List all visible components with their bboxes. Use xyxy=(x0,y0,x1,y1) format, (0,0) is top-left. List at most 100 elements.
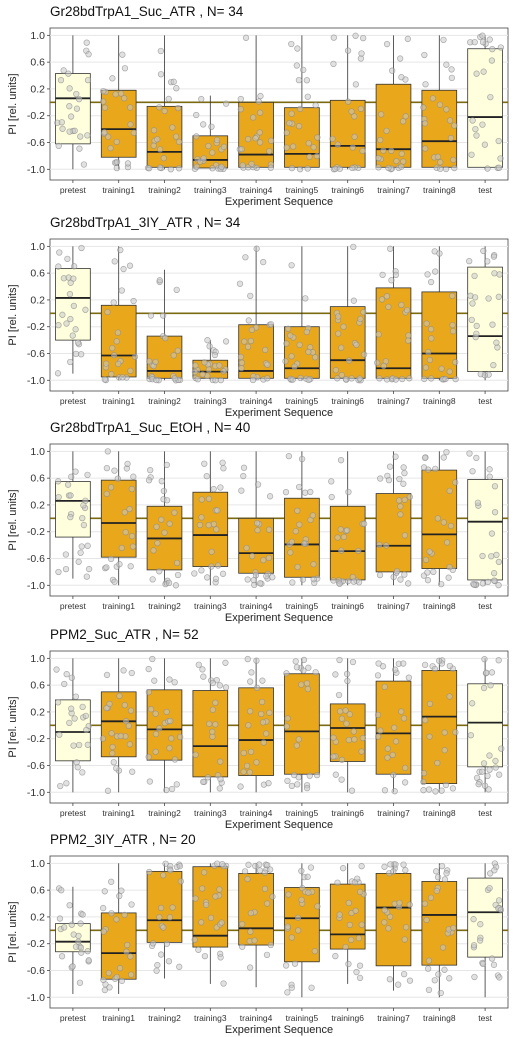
data-point xyxy=(442,781,450,789)
data-point xyxy=(448,66,455,73)
data-point xyxy=(485,786,492,793)
chart-title: Gr28bdTrpA1_Suc_ATR , N= 34 xyxy=(50,4,244,19)
data-point xyxy=(492,757,499,765)
data-point xyxy=(400,715,408,722)
data-point xyxy=(171,756,179,763)
data-point xyxy=(171,679,178,686)
data-point xyxy=(472,125,479,133)
data-point xyxy=(288,110,295,117)
data-point xyxy=(198,95,205,103)
data-point xyxy=(104,133,112,140)
data-point xyxy=(154,540,161,547)
data-point xyxy=(329,135,336,143)
data-point xyxy=(441,966,448,973)
data-point xyxy=(205,366,213,373)
data-point xyxy=(239,920,246,928)
data-point xyxy=(488,955,496,962)
data-point xyxy=(107,144,114,152)
data-point xyxy=(288,782,296,790)
data-point xyxy=(111,467,118,474)
data-point xyxy=(149,940,157,947)
data-point xyxy=(177,733,184,741)
data-point xyxy=(355,579,363,586)
data-point xyxy=(443,870,450,877)
data-point xyxy=(288,40,295,48)
data-point xyxy=(269,574,276,581)
data-point xyxy=(117,90,125,97)
data-point xyxy=(175,138,183,146)
data-point xyxy=(351,133,358,140)
data-point xyxy=(253,519,261,527)
data-point xyxy=(192,895,199,902)
data-point xyxy=(149,576,156,583)
x-tick-label: training3 xyxy=(194,601,227,611)
x-tick-label: training1 xyxy=(102,185,135,195)
data-point xyxy=(175,165,183,172)
y-tick-label: -0.2 xyxy=(27,110,45,122)
chart-panel: Gr28bdTrpA1_Suc_ATR , N= 34 1.0 0.6 0.2 -0.2… xyxy=(0,4,513,209)
data-point xyxy=(375,154,382,162)
data-point xyxy=(100,928,107,935)
data-point xyxy=(127,121,134,128)
x-tick-label: training6 xyxy=(331,396,364,406)
data-point xyxy=(191,368,199,376)
y-tick-label: 1.0 xyxy=(30,241,45,253)
data-point xyxy=(68,705,75,712)
data-point xyxy=(305,664,312,671)
data-point xyxy=(383,376,391,383)
data-point xyxy=(157,951,165,958)
data-point xyxy=(337,526,344,533)
data-point xyxy=(397,503,404,510)
data-point xyxy=(479,121,486,128)
data-point xyxy=(392,271,400,278)
data-point xyxy=(54,370,62,377)
data-point xyxy=(422,717,429,724)
chart-panel: PPM2_3IY_ATR , N= 20 1.0 0.6 0.2 -0.2 -0.6 -1.… xyxy=(0,832,513,1037)
data-point xyxy=(113,973,120,981)
y-tick-label: -0.6 xyxy=(27,965,45,977)
data-point xyxy=(129,543,137,550)
x-tick-label: training2 xyxy=(148,185,181,195)
data-point xyxy=(163,461,171,469)
data-point xyxy=(306,772,313,779)
data-point xyxy=(384,745,391,752)
data-point xyxy=(65,70,72,77)
data-point xyxy=(75,558,82,565)
data-point xyxy=(491,483,499,490)
data-point xyxy=(350,578,357,585)
data-point xyxy=(118,977,126,984)
data-point xyxy=(332,771,339,778)
data-point xyxy=(298,867,305,875)
data-point xyxy=(267,164,274,171)
y-tick-label: 0.2 xyxy=(30,911,45,923)
data-point xyxy=(397,576,404,583)
data-point xyxy=(351,736,358,743)
data-point xyxy=(79,703,86,711)
data-point xyxy=(170,352,177,359)
data-point xyxy=(128,901,135,908)
data-point xyxy=(212,575,220,582)
data-point xyxy=(400,480,407,487)
data-point xyxy=(150,547,157,554)
data-point xyxy=(76,979,84,986)
data-point xyxy=(254,481,262,488)
box-training7 xyxy=(375,872,412,967)
data-point xyxy=(438,365,445,372)
data-point xyxy=(73,90,80,98)
data-point xyxy=(125,722,132,730)
data-point xyxy=(59,311,66,318)
data-point xyxy=(194,376,201,383)
data-point xyxy=(446,693,453,700)
data-point xyxy=(258,710,265,718)
data-point xyxy=(113,158,121,166)
data-point xyxy=(156,725,163,732)
data-point xyxy=(209,679,217,687)
data-point xyxy=(261,885,269,893)
box-training7 xyxy=(375,83,412,168)
data-point xyxy=(101,129,108,136)
data-point xyxy=(479,38,487,46)
data-point xyxy=(130,297,137,305)
data-point xyxy=(120,667,127,674)
data-point xyxy=(496,974,503,981)
data-point xyxy=(293,742,300,749)
